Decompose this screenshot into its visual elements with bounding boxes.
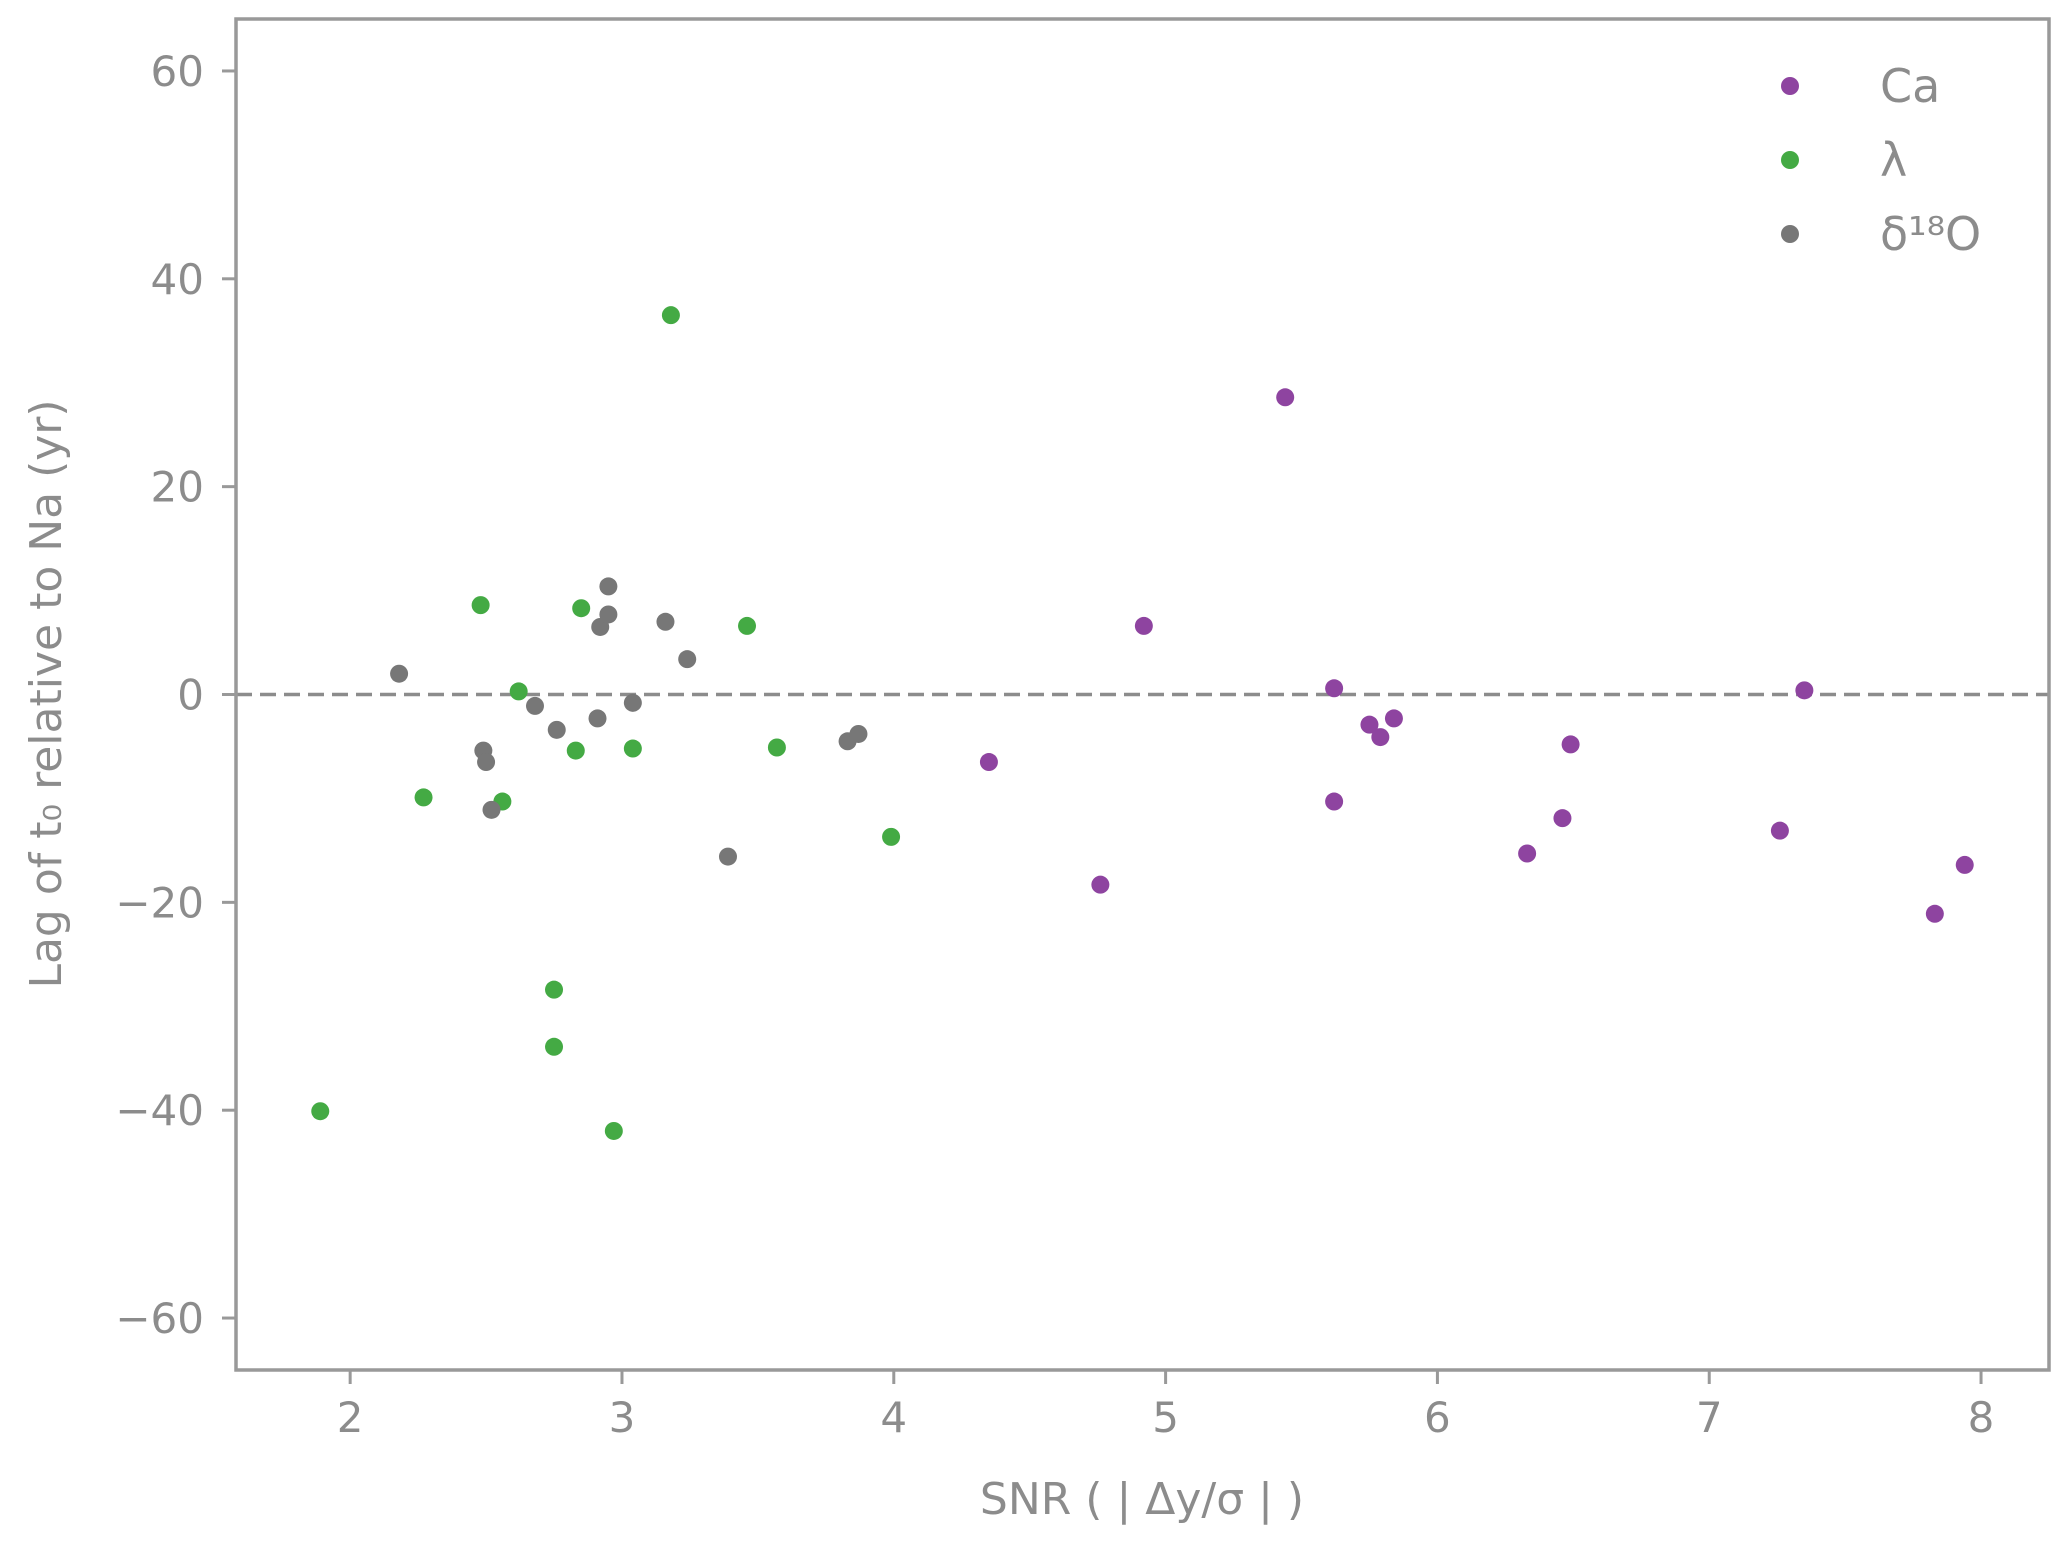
legend-marker xyxy=(1781,225,1799,243)
y-tick-label: −20 xyxy=(115,878,204,927)
x-tick-label: 2 xyxy=(337,1393,364,1442)
data-point xyxy=(566,741,585,760)
data-point xyxy=(599,577,618,596)
data-point xyxy=(525,696,544,715)
data-point xyxy=(599,605,618,624)
x-tick-label: 7 xyxy=(1696,1393,1723,1442)
x-tick-label: 4 xyxy=(880,1393,907,1442)
x-tick-label: 3 xyxy=(609,1393,636,1442)
series-0 xyxy=(979,388,1974,923)
legend-label: Ca xyxy=(1880,59,1940,113)
data-point xyxy=(588,709,607,728)
data-point xyxy=(623,693,642,712)
data-point xyxy=(1371,728,1390,747)
data-point xyxy=(477,753,496,772)
y-tick-label: 0 xyxy=(177,671,204,720)
y-tick-label: −60 xyxy=(115,1294,204,1343)
x-tick-label: 8 xyxy=(1968,1393,1995,1442)
data-point xyxy=(678,650,697,669)
data-point xyxy=(1925,904,1944,923)
data-point xyxy=(509,682,528,701)
data-point xyxy=(1325,792,1344,811)
data-point xyxy=(545,980,564,999)
legend-entry: δ¹⁸O xyxy=(1781,207,1981,261)
legend-entry: Ca xyxy=(1781,59,1940,113)
legend: Ca λ δ¹⁸O xyxy=(1781,59,1981,261)
legend-marker xyxy=(1781,151,1799,169)
y-tick-label: 60 xyxy=(151,47,204,96)
x-tick-label: 5 xyxy=(1152,1393,1179,1442)
data-point xyxy=(849,724,868,743)
data-point xyxy=(390,664,409,683)
data-point xyxy=(572,599,591,618)
y-tick-label: −40 xyxy=(115,1086,204,1135)
series-2 xyxy=(390,577,868,866)
data-point xyxy=(1325,679,1344,698)
data-point xyxy=(1553,809,1572,828)
y-tick-label: 20 xyxy=(151,463,204,512)
y-tick-label: 40 xyxy=(151,255,204,304)
data-points-layer xyxy=(311,306,1974,1140)
y-axis-ticks: 60 40 20 0 −20 −40 −60 xyxy=(115,47,236,1343)
data-point xyxy=(1384,709,1403,728)
data-point xyxy=(1360,715,1379,734)
x-tick-label: 6 xyxy=(1424,1393,1451,1442)
series-1 xyxy=(311,306,901,1140)
data-point xyxy=(545,1037,564,1056)
legend-marker xyxy=(1781,77,1799,95)
data-point xyxy=(547,720,566,739)
data-point xyxy=(471,596,490,615)
legend-entry: λ xyxy=(1781,133,1907,187)
data-point xyxy=(1561,735,1580,754)
data-point xyxy=(604,1121,623,1140)
data-point xyxy=(1795,681,1814,700)
data-point xyxy=(623,739,642,758)
legend-label: λ xyxy=(1880,133,1907,187)
data-point xyxy=(1518,844,1537,863)
data-point xyxy=(414,788,433,807)
data-point xyxy=(311,1102,330,1121)
data-point xyxy=(661,306,680,325)
x-axis-ticks: 2 3 4 5 6 7 8 xyxy=(337,1370,1995,1442)
data-point xyxy=(1770,821,1789,840)
data-point xyxy=(1955,855,1974,874)
data-point xyxy=(1091,875,1110,894)
data-point xyxy=(979,753,998,772)
data-point xyxy=(1134,616,1153,635)
data-point xyxy=(482,800,501,819)
data-point xyxy=(738,616,757,635)
data-point xyxy=(656,612,675,631)
legend-label: δ¹⁸O xyxy=(1880,207,1981,261)
data-point xyxy=(767,738,786,757)
data-point xyxy=(718,847,737,866)
data-point xyxy=(1276,388,1295,407)
x-axis-label: SNR ( | Δy/σ | ) xyxy=(980,1474,1304,1525)
data-point xyxy=(882,827,901,846)
y-axis-label: Lag of t₀ relative to Na (yr) xyxy=(21,399,72,988)
